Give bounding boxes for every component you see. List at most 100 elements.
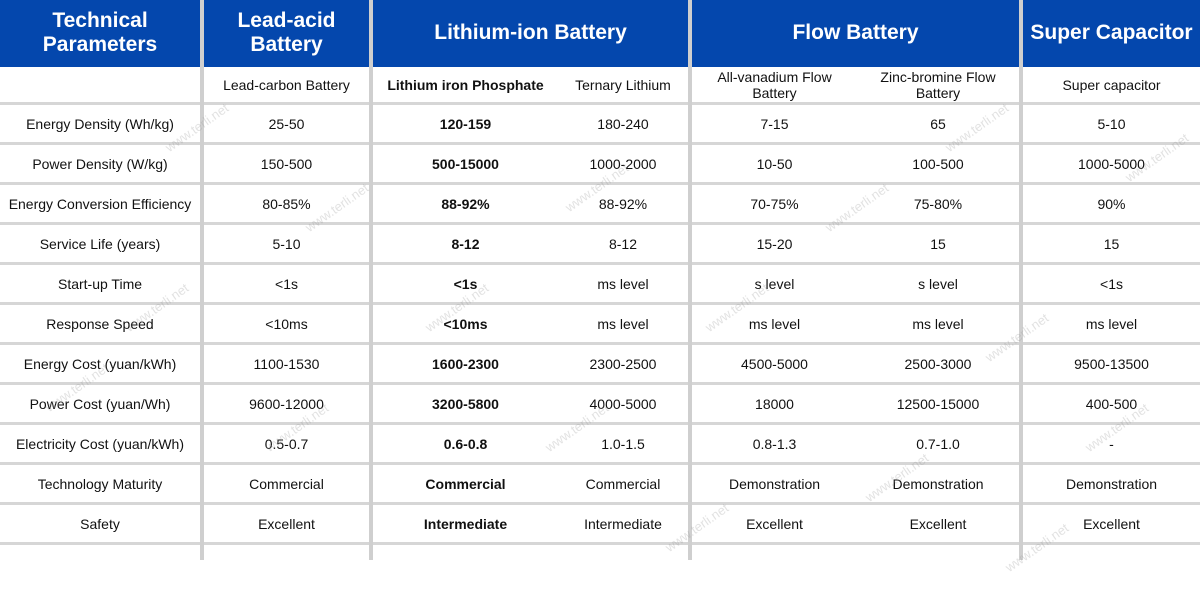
table-cell: 5-10: [204, 225, 369, 265]
column-divider: [688, 0, 692, 560]
parameter-label: Start-up Time: [0, 265, 200, 305]
parameter-label: Power Cost (yuan/Wh): [0, 385, 200, 425]
table-cell: <10ms: [204, 305, 369, 345]
parameter-label: Technology Maturity: [0, 465, 200, 505]
table-cell: ms level: [692, 305, 857, 345]
column-divider: [200, 0, 204, 560]
table-cell: [0, 545, 200, 560]
parameter-label: Energy Cost (yuan/kWh): [0, 345, 200, 385]
table-cell: 15: [857, 225, 1019, 265]
table-cell: ms level: [558, 265, 688, 305]
table-cell: 180-240: [558, 105, 688, 145]
table-cell: 8-12: [558, 225, 688, 265]
table-cell: ms level: [558, 305, 688, 345]
header-lead-acid: Lead-acid Battery: [204, 0, 369, 67]
subheader-cell: Zinc-bromine Flow Battery: [857, 67, 1019, 105]
subheader-cell: Ternary Lithium: [558, 67, 688, 105]
table-cell: <1s: [1023, 265, 1200, 305]
table-cell: ms level: [1023, 305, 1200, 345]
table-cell: 15-20: [692, 225, 857, 265]
table-cell: 2300-2500: [558, 345, 688, 385]
table-cell: Excellent: [1023, 505, 1200, 545]
table-cell: 0.7-1.0: [857, 425, 1019, 465]
header-lithium-ion: Lithium-ion Battery: [373, 0, 688, 67]
table-cell: [857, 545, 1019, 560]
parameter-label: Power Density (W/kg): [0, 145, 200, 185]
table-cell: 120-159: [373, 105, 558, 145]
table-cell: Intermediate: [558, 505, 688, 545]
table-cell: Excellent: [692, 505, 857, 545]
table-cell: 1600-2300: [373, 345, 558, 385]
table-cell: [1023, 545, 1200, 560]
column-divider: [1019, 0, 1023, 560]
table-cell: 2500-3000: [857, 345, 1019, 385]
parameter-label: Service Life (years): [0, 225, 200, 265]
table-cell: 7-15: [692, 105, 857, 145]
parameter-label: Electricity Cost (yuan/kWh): [0, 425, 200, 465]
table-cell: 88-92%: [558, 185, 688, 225]
table-cell: Demonstration: [857, 465, 1019, 505]
table-cell: Demonstration: [692, 465, 857, 505]
table-cell: 70-75%: [692, 185, 857, 225]
table-cell: 88-92%: [373, 185, 558, 225]
table-cell: 75-80%: [857, 185, 1019, 225]
table-cell: 9500-13500: [1023, 345, 1200, 385]
table-cell: [692, 545, 857, 560]
table-cell: Commercial: [373, 465, 558, 505]
table-cell: [558, 545, 688, 560]
table-cell: [204, 545, 369, 560]
parameter-label: Energy Conversion Efficiency: [0, 185, 200, 225]
table-cell: Demonstration: [1023, 465, 1200, 505]
table-cell: 18000: [692, 385, 857, 425]
table-cell: 1000-5000: [1023, 145, 1200, 185]
subheader-cell: [0, 67, 200, 105]
table-cell: 8-12: [373, 225, 558, 265]
table-cell: Excellent: [857, 505, 1019, 545]
table-cell: 3200-5800: [373, 385, 558, 425]
table-cell: 1.0-1.5: [558, 425, 688, 465]
column-divider: [369, 0, 373, 560]
table-cell: 100-500: [857, 145, 1019, 185]
table-cell: Commercial: [204, 465, 369, 505]
table-cell: Intermediate: [373, 505, 558, 545]
table-cell: 400-500: [1023, 385, 1200, 425]
table-cell: 15: [1023, 225, 1200, 265]
table-cell: 80-85%: [204, 185, 369, 225]
subheader-cell: All-vanadium Flow Battery: [692, 67, 857, 105]
table-cell: 12500-15000: [857, 385, 1019, 425]
subheader-cell: Lead-carbon Battery: [204, 67, 369, 105]
table-cell: 500-15000: [373, 145, 558, 185]
table-cell: Commercial: [558, 465, 688, 505]
parameter-label: Response Speed: [0, 305, 200, 345]
table-cell: 65: [857, 105, 1019, 145]
table-cell: 25-50: [204, 105, 369, 145]
table-cell: 9600-12000: [204, 385, 369, 425]
table-cell: 10-50: [692, 145, 857, 185]
table-cell: 90%: [1023, 185, 1200, 225]
table-cell: s level: [692, 265, 857, 305]
parameter-label: Safety: [0, 505, 200, 545]
table-cell: 0.8-1.3: [692, 425, 857, 465]
parameter-label: Energy Density (Wh/kg): [0, 105, 200, 145]
table-cell: <1s: [204, 265, 369, 305]
table-cell: 5-10: [1023, 105, 1200, 145]
table-cell: 0.6-0.8: [373, 425, 558, 465]
table-cell: Excellent: [204, 505, 369, 545]
table-cell: 4000-5000: [558, 385, 688, 425]
table-cell: 1000-2000: [558, 145, 688, 185]
table-cell: ms level: [857, 305, 1019, 345]
table-cell: <10ms: [373, 305, 558, 345]
table-cell: 0.5-0.7: [204, 425, 369, 465]
table-cell: 150-500: [204, 145, 369, 185]
table-cell: [373, 545, 558, 560]
table-cell: s level: [857, 265, 1019, 305]
subheader-cell: Lithium iron Phosphate: [373, 67, 558, 105]
table-cell: <1s: [373, 265, 558, 305]
subheader-cell: Super capacitor: [1023, 67, 1200, 105]
header-super-capacitor: Super Capacitor: [1023, 0, 1200, 67]
table-cell: 4500-5000: [692, 345, 857, 385]
header-technical-parameters: Technical Parameters: [0, 0, 200, 67]
header-flow-battery: Flow Battery: [692, 0, 1019, 67]
table-cell: 1100-1530: [204, 345, 369, 385]
